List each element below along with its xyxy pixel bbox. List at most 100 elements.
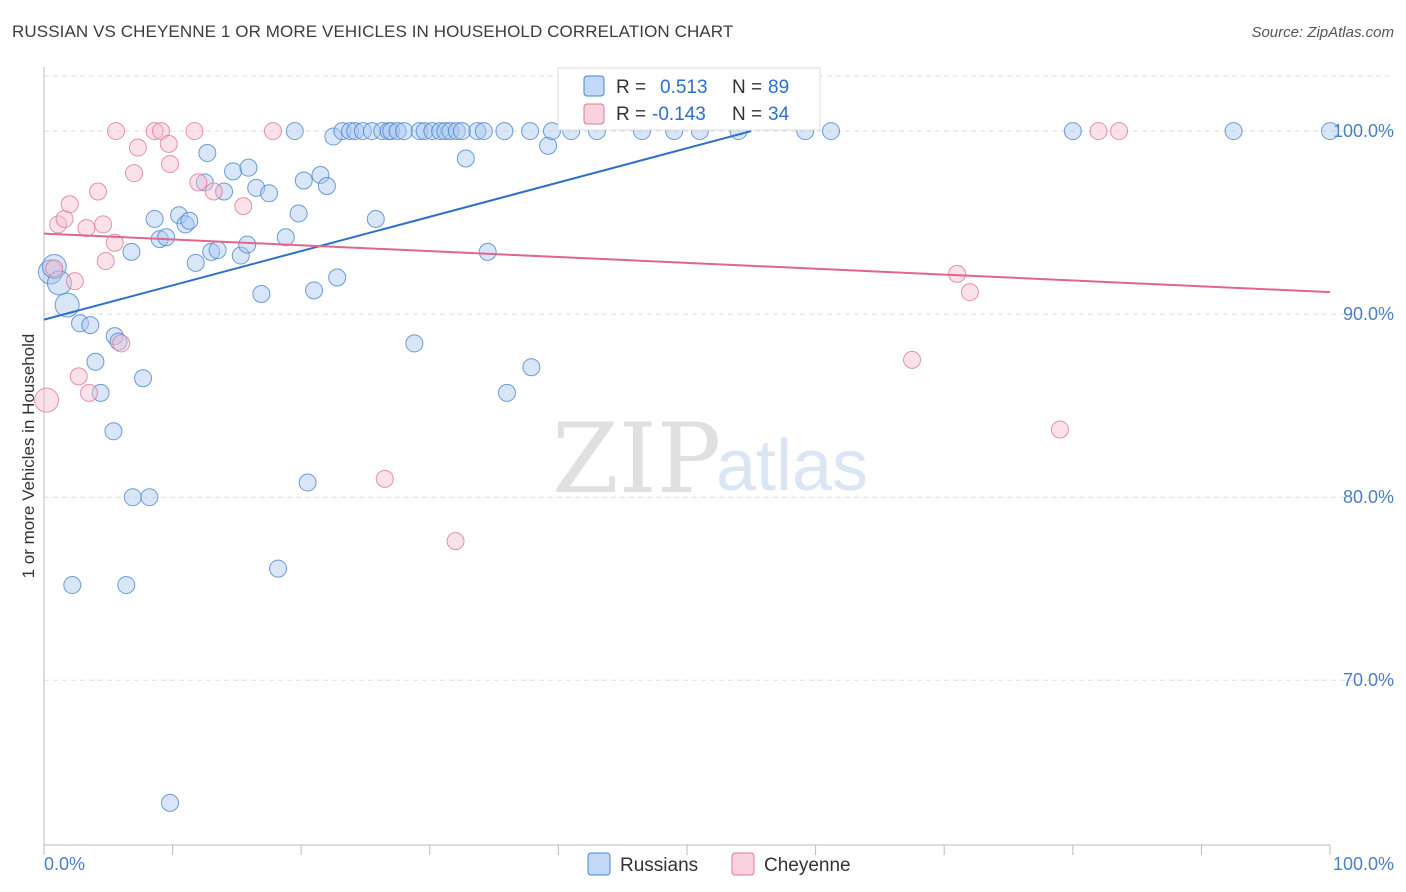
point-russians-16 <box>161 793 180 812</box>
bottom-legend-cheyenne: Cheyenne <box>764 855 851 876</box>
point-russians-6 <box>86 352 105 371</box>
point-russians-36 <box>260 184 279 203</box>
point-cheyenne-30 <box>960 283 979 302</box>
point-russians-42 <box>298 473 317 492</box>
trendlines <box>43 130 1331 321</box>
point-russians-33 <box>239 158 258 177</box>
trendline-russians <box>43 130 752 321</box>
point-russians-75 <box>522 358 541 377</box>
point-russians-9 <box>109 332 128 351</box>
point-cheyenne-23 <box>204 182 223 201</box>
point-russians-25 <box>195 173 214 192</box>
legend: R = 0.513 N = 89 R = -0.143 N = 34 <box>557 67 821 131</box>
y-ticks: 70.0% 80.0% 90.0% 100.0% <box>1333 121 1394 690</box>
point-russians-53 <box>366 209 385 228</box>
legend-russians-n-value: 89 <box>768 77 789 98</box>
point-russians-72 <box>495 122 514 141</box>
bottom-legend: Russians Cheyenne <box>587 852 851 876</box>
bottom-legend-russians: Russians <box>620 855 698 876</box>
point-cheyenne-28 <box>903 350 922 369</box>
x-tick-label-100: 100.0% <box>1333 854 1394 874</box>
point-russians-54 <box>373 122 392 141</box>
point-cheyenne-32 <box>1089 122 1108 141</box>
point-russians-27 <box>202 242 221 261</box>
point-russians-76 <box>539 136 558 155</box>
source-label: Source: ZipAtlas.com <box>1251 24 1394 41</box>
point-russians-60 <box>410 122 429 141</box>
point-russians-67 <box>452 122 471 141</box>
watermark-zip: ZIP <box>552 403 721 515</box>
point-russians-30 <box>224 162 243 181</box>
point-russians-24 <box>186 253 205 272</box>
point-cheyenne-33 <box>1110 122 1129 141</box>
point-cheyenne-9 <box>89 182 108 201</box>
point-cheyenne-4 <box>60 195 79 214</box>
point-cheyenne-5 <box>65 272 84 291</box>
point-russians-59 <box>405 334 424 353</box>
watermark-atlas: atlas <box>716 426 868 506</box>
point-cheyenne-25 <box>263 122 282 141</box>
point-russians-13 <box>140 488 159 507</box>
point-russians-69 <box>468 122 487 141</box>
point-russians-40 <box>289 204 308 223</box>
point-russians-26 <box>198 144 217 163</box>
point-russians-47 <box>328 268 347 287</box>
point-russians-49 <box>341 122 360 141</box>
point-cheyenne-31 <box>1050 420 1069 439</box>
legend-cheyenne-n-label: N = <box>732 104 762 125</box>
point-russians-29 <box>215 182 234 201</box>
point-russians-14 <box>63 576 82 595</box>
point-cheyenne-19 <box>159 134 178 153</box>
point-russians-11 <box>134 369 153 388</box>
point-russians-5 <box>81 316 100 335</box>
point-russians-74 <box>521 122 540 141</box>
x-tick-label-0: 0.0% <box>44 854 85 874</box>
point-russians-21 <box>170 206 189 225</box>
x-ticks <box>43 845 1331 855</box>
point-cheyenne-29 <box>948 264 967 283</box>
point-cheyenne-8 <box>80 383 99 402</box>
y-tick-label-70: 70.0% <box>1343 670 1394 690</box>
point-russians-62 <box>423 122 442 141</box>
y-tick-label-90: 90.0% <box>1343 304 1394 324</box>
point-russians-43 <box>305 281 324 300</box>
point-russians-37 <box>269 559 288 578</box>
point-russians-68 <box>456 149 475 168</box>
chart-title: RUSSIAN VS CHEYENNE 1 OR MORE VEHICLES I… <box>12 22 734 41</box>
point-russians-87 <box>1224 122 1243 141</box>
point-cheyenne-22 <box>189 173 208 192</box>
point-russians-71 <box>478 242 497 261</box>
point-russians-20 <box>157 228 176 247</box>
point-russians-15 <box>117 576 136 595</box>
point-russians-58 <box>395 122 414 141</box>
point-russians-88 <box>1321 122 1339 141</box>
point-russians-28 <box>208 241 227 260</box>
point-cheyenne-21 <box>185 122 204 141</box>
point-russians-18 <box>145 209 164 228</box>
point-cheyenne-13 <box>112 334 131 353</box>
point-cheyenne-6 <box>69 367 88 386</box>
legend-russians-r-label: R = <box>616 77 646 98</box>
point-russians-70 <box>474 122 493 141</box>
point-russians-46 <box>324 127 343 146</box>
point-russians-17 <box>122 242 141 261</box>
point-russians-85 <box>822 122 841 141</box>
point-cheyenne-15 <box>125 164 144 183</box>
point-russians-23 <box>180 211 199 230</box>
point-russians-86 <box>1063 122 1082 141</box>
watermark: ZIP atlas <box>552 403 868 515</box>
point-russians-57 <box>388 122 407 141</box>
point-russians-61 <box>415 122 434 141</box>
y-tick-label-80: 80.0% <box>1343 487 1394 507</box>
point-russians-73 <box>497 383 516 402</box>
point-cheyenne-27 <box>446 532 465 551</box>
point-cheyenne-12 <box>105 233 124 252</box>
bottom-legend-swatch-cheyenne <box>731 852 755 876</box>
trendline-cheyenne <box>43 232 1331 294</box>
point-cheyenne-7 <box>77 219 96 238</box>
point-russians-56 <box>382 122 401 141</box>
point-russians-45 <box>317 176 336 195</box>
point-russians-77 <box>542 122 561 141</box>
point-russians-32 <box>238 235 257 254</box>
